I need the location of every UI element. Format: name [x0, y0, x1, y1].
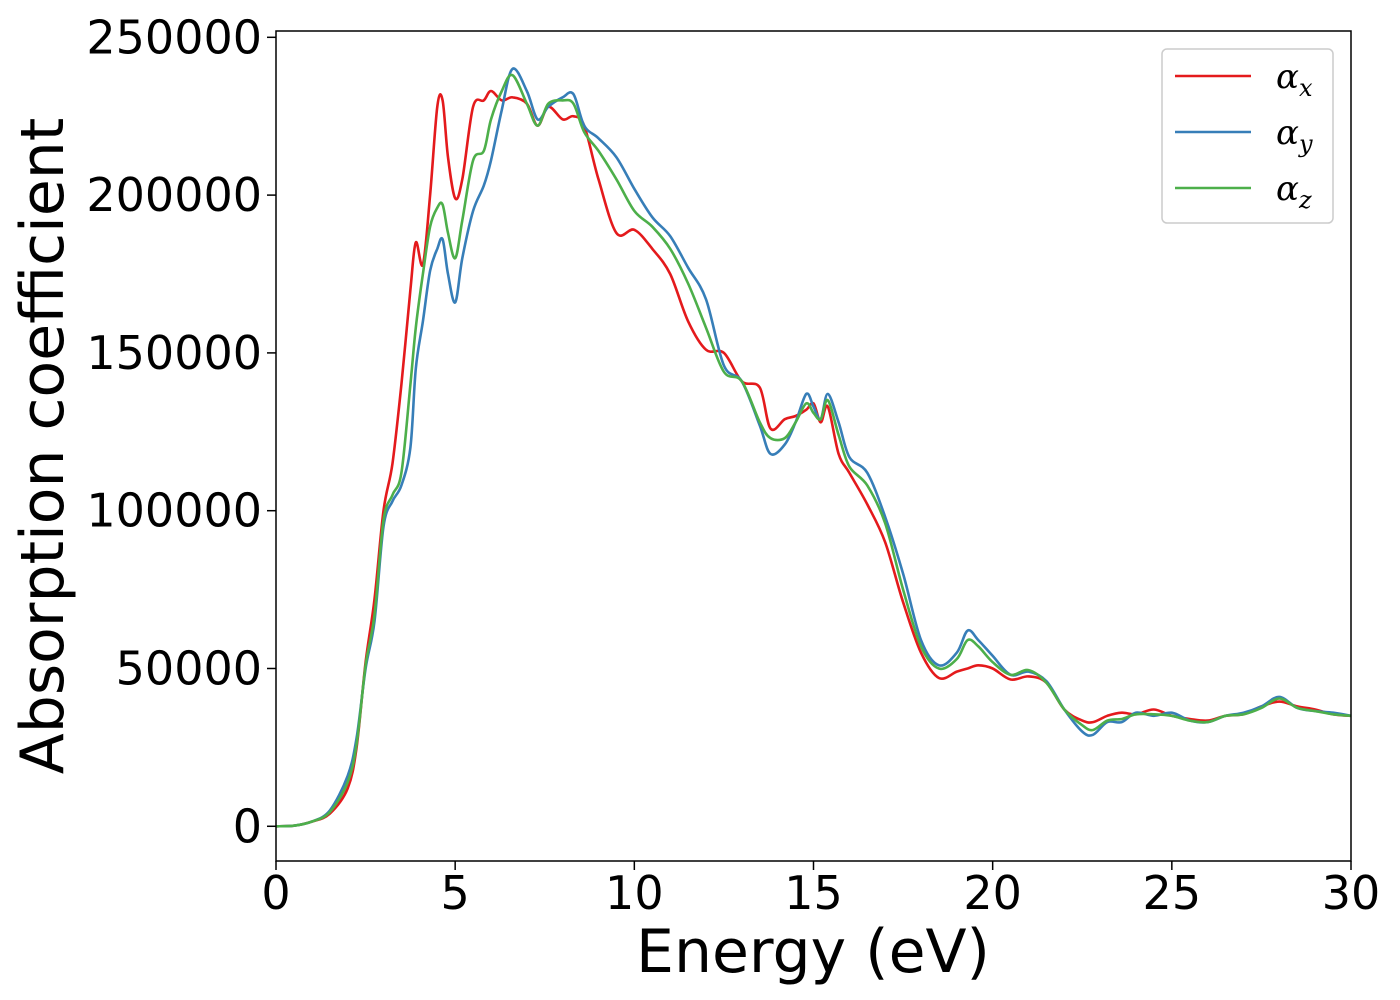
legend-label-1: αx: [1276, 57, 1313, 102]
x-tick-label: 0: [261, 866, 290, 920]
x-tick-label: 20: [963, 866, 1022, 920]
series-layer: [275, 67, 1352, 828]
legend: αx αy αz: [1161, 48, 1334, 224]
y-tick-label: 150000: [86, 326, 262, 380]
x-tick-label: 5: [441, 866, 470, 920]
x-axis-label: Energy (eV): [636, 917, 990, 987]
x-axis-ticks: 0 5 10 15 20 25 30: [261, 861, 1380, 920]
y-axis-ticks: 0 50000 100000 150000 200000 250000: [86, 10, 276, 853]
x-tick-label: 25: [1143, 866, 1202, 920]
x-tick-label: 30: [1322, 866, 1381, 920]
legend-label-2: αy: [1276, 113, 1313, 158]
y-tick-label: 100000: [86, 484, 262, 538]
legend-label-3: αz: [1276, 169, 1312, 214]
y-tick-label: 200000: [86, 168, 262, 222]
y-tick-label: 0: [233, 799, 262, 853]
series-line-3: [275, 73, 1352, 828]
x-tick-label: 15: [784, 866, 843, 920]
y-tick-label: 250000: [86, 10, 262, 64]
x-tick-label: 10: [605, 866, 664, 920]
y-tick-label: 50000: [116, 641, 262, 695]
legend-box: [1161, 48, 1334, 224]
y-axis-label: Absorption coefficient: [8, 118, 78, 775]
